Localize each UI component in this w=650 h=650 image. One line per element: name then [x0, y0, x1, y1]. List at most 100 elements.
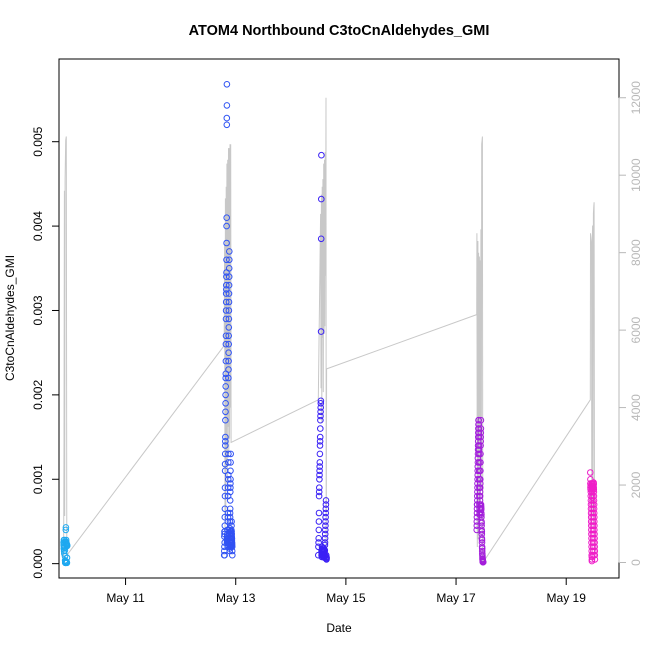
- data-point: [317, 412, 324, 420]
- x-tick-label: May 17: [436, 591, 476, 605]
- data-point: [476, 488, 484, 496]
- data-point: [475, 433, 483, 441]
- data-point: [590, 505, 598, 513]
- data-point: [222, 332, 230, 340]
- data-point: [475, 446, 483, 454]
- data-point: [316, 433, 324, 441]
- data-point: [317, 235, 325, 243]
- data-point: [591, 530, 598, 538]
- data-point: [228, 543, 236, 551]
- data-point: [590, 488, 598, 496]
- data-point: [316, 442, 324, 449]
- data-point: [321, 535, 329, 542]
- x-tick-label: May 11: [106, 591, 145, 605]
- data-point: [316, 438, 324, 445]
- data-point: [221, 492, 229, 500]
- data-point: [590, 501, 598, 508]
- data-point: [591, 551, 599, 559]
- right-axis: 0 2000 4000 6000 8000 10000 12000: [618, 81, 643, 566]
- data-point: [318, 151, 325, 159]
- data-point: [223, 222, 230, 230]
- data-point: [229, 551, 236, 559]
- data-point: [317, 416, 324, 424]
- data-point: [225, 307, 233, 314]
- data-point: [591, 556, 599, 563]
- data-point: [317, 408, 324, 416]
- y2-tick-label: 12000: [629, 81, 643, 115]
- data-point: [591, 543, 599, 551]
- data-point: [225, 273, 233, 281]
- data-point: [477, 433, 485, 441]
- data-point: [222, 340, 230, 348]
- y2-tick-label: 10000: [629, 158, 643, 192]
- data-point: [223, 114, 231, 122]
- points-layer: [60, 81, 599, 567]
- data-point: [225, 265, 233, 272]
- data-point: [228, 528, 235, 535]
- data-point: [222, 391, 229, 399]
- data-point: [222, 374, 229, 382]
- data-point: [223, 81, 231, 88]
- data-point: [317, 404, 325, 411]
- data-point: [226, 509, 234, 517]
- data-point: [225, 450, 232, 458]
- data-point: [321, 539, 329, 546]
- data-point: [227, 467, 234, 475]
- data-point: [63, 542, 71, 550]
- data-point: [223, 121, 231, 129]
- y-tick-label: 0.005: [31, 126, 45, 156]
- data-point: [322, 497, 330, 504]
- data-point: [590, 486, 598, 493]
- data-point: [477, 438, 485, 445]
- altitude-line-layer: [63, 97, 596, 565]
- data-point: [223, 102, 231, 109]
- data-point: [316, 471, 323, 479]
- y-tick-label: 0.002: [31, 380, 45, 410]
- data-point: [227, 484, 234, 492]
- data-point: [62, 524, 70, 531]
- data-point: [221, 551, 228, 559]
- y2-tick-label: 0: [629, 559, 643, 566]
- data-point: [317, 328, 325, 335]
- x-tick-label: May 19: [547, 591, 587, 605]
- data-point: [315, 488, 323, 496]
- data-point: [222, 298, 230, 306]
- data-point: [223, 239, 230, 247]
- altitude-line: [63, 97, 596, 565]
- data-point: [315, 509, 323, 517]
- data-point: [591, 547, 599, 555]
- data-point: [227, 476, 234, 483]
- data-point: [222, 408, 229, 416]
- data-point: [591, 513, 598, 521]
- chart-title: ATOM4 Northbound C3toCnAldehydes_GMI: [189, 23, 490, 39]
- data-point: [477, 425, 485, 432]
- data-point: [323, 554, 330, 562]
- data-point: [223, 214, 230, 221]
- data-point: [225, 281, 233, 289]
- data-point: [225, 290, 233, 297]
- data-point: [222, 357, 230, 365]
- data-point: [316, 463, 324, 470]
- y2-tick-label: 8000: [629, 239, 643, 266]
- data-point: [225, 332, 232, 340]
- data-point: [591, 535, 598, 542]
- data-point: [226, 497, 234, 504]
- data-point: [322, 509, 330, 517]
- data-point: [590, 509, 598, 517]
- data-point: [476, 484, 484, 492]
- data-point: [478, 519, 485, 527]
- y-tick-label: 0.000: [31, 548, 45, 578]
- data-point: [222, 442, 229, 449]
- data-point: [223, 281, 230, 289]
- data-point: [478, 536, 486, 544]
- data-point: [226, 248, 233, 255]
- data-point: [590, 492, 598, 500]
- data-point: [316, 450, 324, 458]
- data-point: [478, 511, 485, 519]
- data-point: [227, 459, 234, 466]
- data-point: [315, 492, 323, 500]
- data-point: [222, 383, 229, 390]
- data-point: [591, 539, 598, 546]
- data-point: [227, 488, 234, 496]
